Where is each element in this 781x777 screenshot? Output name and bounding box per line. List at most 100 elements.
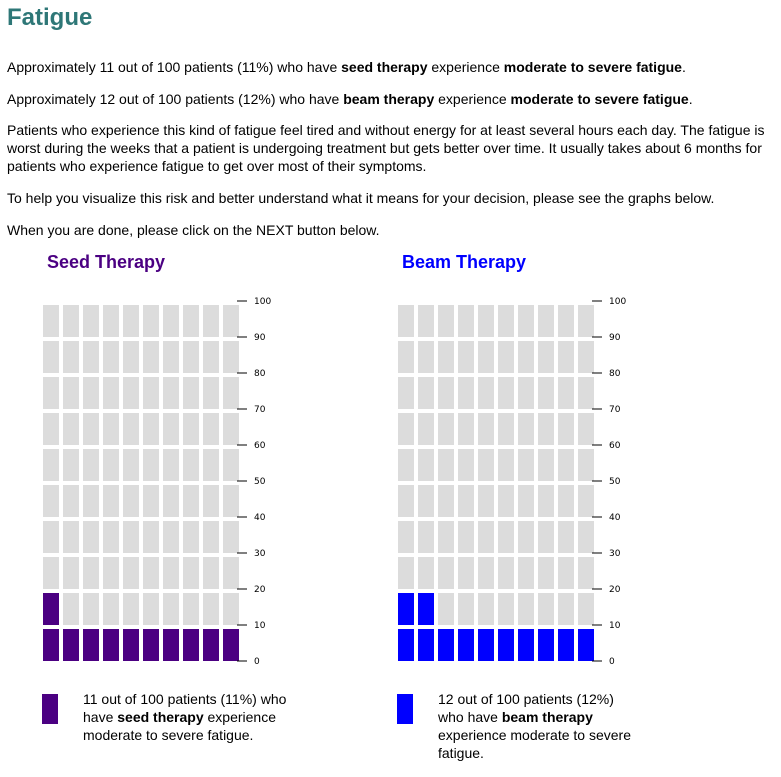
unaffected-patient-cell xyxy=(538,485,554,517)
unaffected-patient-cell xyxy=(123,521,139,553)
intro-beam-paragraph: Approximately 12 out of 100 patients (12… xyxy=(7,90,779,108)
unaffected-patient-cell xyxy=(458,521,474,553)
unaffected-patient-cell xyxy=(518,377,534,409)
unaffected-patient-cell xyxy=(123,377,139,409)
tick-label: 80 xyxy=(609,369,621,379)
unaffected-patient-cell xyxy=(83,449,99,481)
unaffected-patient-cell xyxy=(438,305,454,337)
unaffected-patient-cell xyxy=(478,449,494,481)
unaffected-patient-cell xyxy=(163,377,179,409)
affected-patient-cell xyxy=(223,629,239,661)
unaffected-patient-cell xyxy=(458,449,474,481)
unaffected-patient-cell xyxy=(223,557,239,589)
unaffected-patient-cell xyxy=(143,557,159,589)
unaffected-patient-cell xyxy=(103,305,119,337)
unaffected-patient-cell xyxy=(578,521,594,553)
unaffected-patient-cell xyxy=(438,557,454,589)
unaffected-patient-cell xyxy=(183,449,199,481)
intro-text: . xyxy=(688,91,693,107)
unaffected-patient-cell xyxy=(438,413,454,445)
beam-legend-text: 12 out of 100 patients (12%) who have be… xyxy=(438,690,643,762)
unaffected-patient-cell xyxy=(538,377,554,409)
tick-label: 30 xyxy=(254,549,266,559)
unaffected-patient-cell xyxy=(518,593,534,625)
unaffected-patient-cell xyxy=(143,377,159,409)
fatigue-description-paragraph: Patients who experience this kind of fat… xyxy=(7,122,765,174)
unaffected-patient-cell xyxy=(143,449,159,481)
tick-label: 50 xyxy=(609,477,621,487)
intro-seed-paragraph: Approximately 11 out of 100 patients (11… xyxy=(7,58,779,76)
unaffected-patient-cell xyxy=(578,593,594,625)
unaffected-patient-cell xyxy=(183,557,199,589)
unaffected-patient-cell xyxy=(478,377,494,409)
unaffected-patient-cell xyxy=(143,413,159,445)
legend-text-part: experience moderate to severe fatigue. xyxy=(83,709,277,743)
unaffected-patient-cell xyxy=(518,449,534,481)
beam-therapy-icon-array: 0 10 20 30 40 50 60 70 80 90 100 xyxy=(398,297,626,667)
unaffected-patient-cell xyxy=(43,521,59,553)
unaffected-patient-cell xyxy=(103,449,119,481)
affected-patient-cell xyxy=(418,629,434,661)
unaffected-patient-cell xyxy=(163,521,179,553)
unaffected-patient-cell xyxy=(203,305,219,337)
unaffected-patient-cell xyxy=(223,377,239,409)
unaffected-patient-cell xyxy=(83,593,99,625)
affected-patient-cell xyxy=(518,629,534,661)
unaffected-patient-cell xyxy=(538,449,554,481)
intro-bold: seed therapy xyxy=(341,59,428,75)
intro-text: Approximately 12 out of 100 patients (12… xyxy=(7,91,344,107)
unaffected-patient-cell xyxy=(498,413,514,445)
unaffected-patient-cell xyxy=(63,521,79,553)
unaffected-patient-cell xyxy=(83,413,99,445)
unaffected-patient-cell xyxy=(438,341,454,373)
intro-text: Approximately 11 out of 100 patients (11… xyxy=(7,59,342,75)
intro-text: experience xyxy=(434,91,511,107)
unaffected-patient-cell xyxy=(183,593,199,625)
intro-bold: moderate to severe fatigue xyxy=(503,59,682,75)
legend-bold: seed therapy xyxy=(117,709,204,725)
unaffected-patient-cell xyxy=(538,593,554,625)
affected-patient-cell xyxy=(458,629,474,661)
unaffected-patient-cell xyxy=(163,413,179,445)
intro-bold: beam therapy xyxy=(343,91,435,107)
tick-label: 20 xyxy=(609,585,621,595)
unaffected-patient-cell xyxy=(203,485,219,517)
unaffected-patient-cell xyxy=(43,305,59,337)
visualize-paragraph: To help you visualize this risk and bett… xyxy=(7,190,715,206)
unaffected-patient-cell xyxy=(438,485,454,517)
tick-label: 70 xyxy=(609,405,621,415)
unaffected-patient-cell xyxy=(43,485,59,517)
unaffected-patient-cell xyxy=(558,413,574,445)
unaffected-patient-cell xyxy=(103,413,119,445)
tick-label: 30 xyxy=(609,549,621,559)
unaffected-patient-cell xyxy=(143,593,159,625)
unaffected-patient-cell xyxy=(43,341,59,373)
affected-patient-cell xyxy=(123,629,139,661)
unaffected-patient-cell xyxy=(63,413,79,445)
affected-patient-cell xyxy=(183,629,199,661)
unaffected-patient-cell xyxy=(103,485,119,517)
unaffected-patient-cell xyxy=(578,413,594,445)
unaffected-patient-cell xyxy=(478,305,494,337)
unaffected-patient-cell xyxy=(498,521,514,553)
unaffected-patient-cell xyxy=(458,305,474,337)
unaffected-patient-cell xyxy=(123,413,139,445)
unaffected-patient-cell xyxy=(558,521,574,553)
unaffected-patient-cell xyxy=(458,377,474,409)
unaffected-patient-cell xyxy=(43,377,59,409)
unaffected-patient-cell xyxy=(143,341,159,373)
unaffected-patient-cell xyxy=(163,305,179,337)
unaffected-patient-cell xyxy=(223,305,239,337)
unaffected-patient-cell xyxy=(498,593,514,625)
unaffected-patient-cell xyxy=(398,449,414,481)
unaffected-patient-cell xyxy=(103,557,119,589)
unaffected-patient-cell xyxy=(398,413,414,445)
unaffected-patient-cell xyxy=(578,305,594,337)
legend-bold: beam therapy xyxy=(501,709,593,725)
legend-text-part: experience moderate to severe fatigue. xyxy=(438,727,631,761)
unaffected-patient-cell xyxy=(123,305,139,337)
unaffected-patient-cell xyxy=(163,593,179,625)
affected-patient-cell xyxy=(438,629,454,661)
unaffected-patient-cell xyxy=(163,341,179,373)
unaffected-patient-cell xyxy=(558,557,574,589)
